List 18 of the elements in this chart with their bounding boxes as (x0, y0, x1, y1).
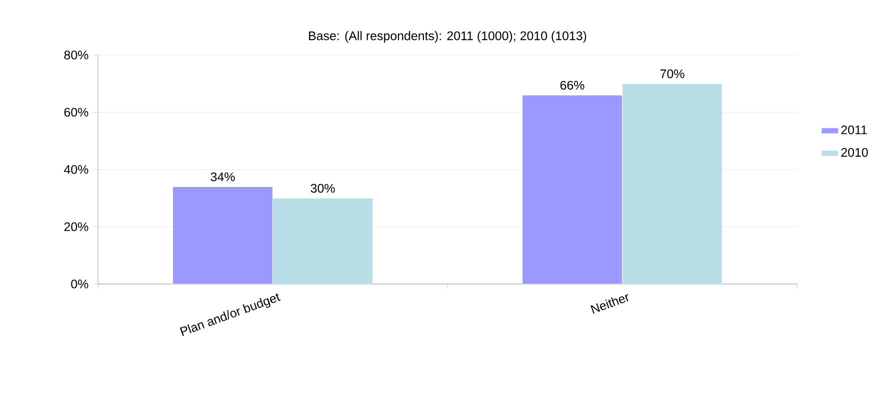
data-label: 30% (310, 184, 335, 193)
data-label: 66% (560, 80, 584, 90)
y-tick-label: 40% (64, 165, 88, 174)
legend-label: 2011 (841, 125, 867, 134)
y-tick-label: 60% (64, 108, 88, 117)
legend-label: 2010 (841, 148, 868, 157)
data-label: 34% (210, 172, 235, 182)
y-tick-label: 0% (71, 280, 88, 288)
bar (172, 186, 274, 284)
bar (622, 83, 723, 284)
y-tick-label: 80% (64, 50, 88, 60)
y-tick-label: 20% (64, 222, 88, 232)
x-tick-label: Neither (590, 294, 628, 314)
data-label: 70% (660, 69, 684, 78)
bar (272, 198, 374, 284)
bar (522, 94, 623, 284)
chart-title: Base: (All respondents): 2011 (1000); 2010 (1013) (309, 31, 586, 43)
x-tick-label: Plan and/or budget (180, 293, 281, 336)
